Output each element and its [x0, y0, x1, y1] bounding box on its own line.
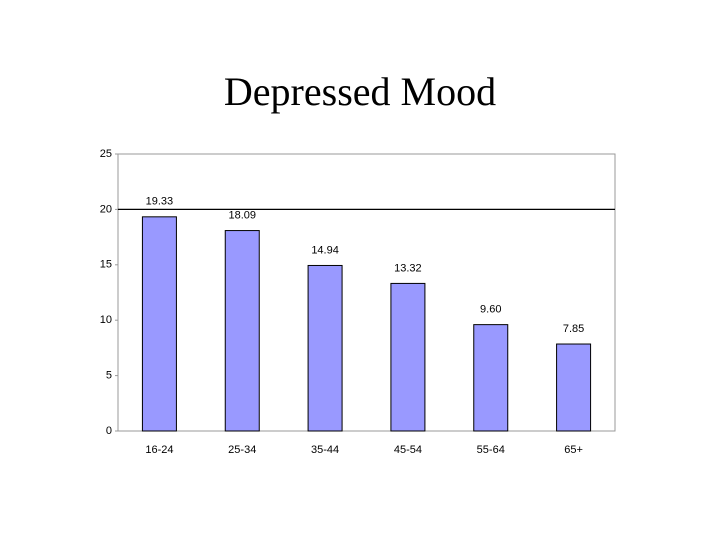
bar [556, 343, 592, 432]
data-label: 7.85 [563, 323, 584, 335]
bar [224, 230, 260, 432]
y-tick-label: 20 [100, 203, 112, 215]
x-tick-label: 25-34 [228, 444, 256, 456]
bar [307, 264, 343, 432]
data-label: 13.32 [394, 262, 422, 274]
y-tick-label: 15 [100, 259, 112, 271]
y-tick-label: 5 [106, 370, 112, 382]
bar [390, 282, 426, 432]
bar [473, 324, 509, 432]
y-tick-label: 25 [100, 148, 112, 160]
data-label: 14.94 [311, 244, 339, 256]
bar [141, 216, 177, 432]
data-label: 9.60 [480, 304, 501, 316]
x-tick-label: 45-54 [394, 444, 422, 456]
plot-area [117, 153, 616, 432]
x-tick-label: 35-44 [311, 444, 339, 456]
x-tick-label: 16-24 [145, 444, 173, 456]
x-tick-label: 65+ [564, 444, 583, 456]
chart-title: Depressed Mood [224, 69, 496, 114]
data-label: 18.09 [228, 209, 256, 221]
y-tick-label: 10 [100, 314, 112, 326]
data-label: 19.33 [146, 196, 174, 208]
x-tick-label: 55-64 [477, 444, 505, 456]
y-tick-label: 0 [106, 425, 112, 437]
